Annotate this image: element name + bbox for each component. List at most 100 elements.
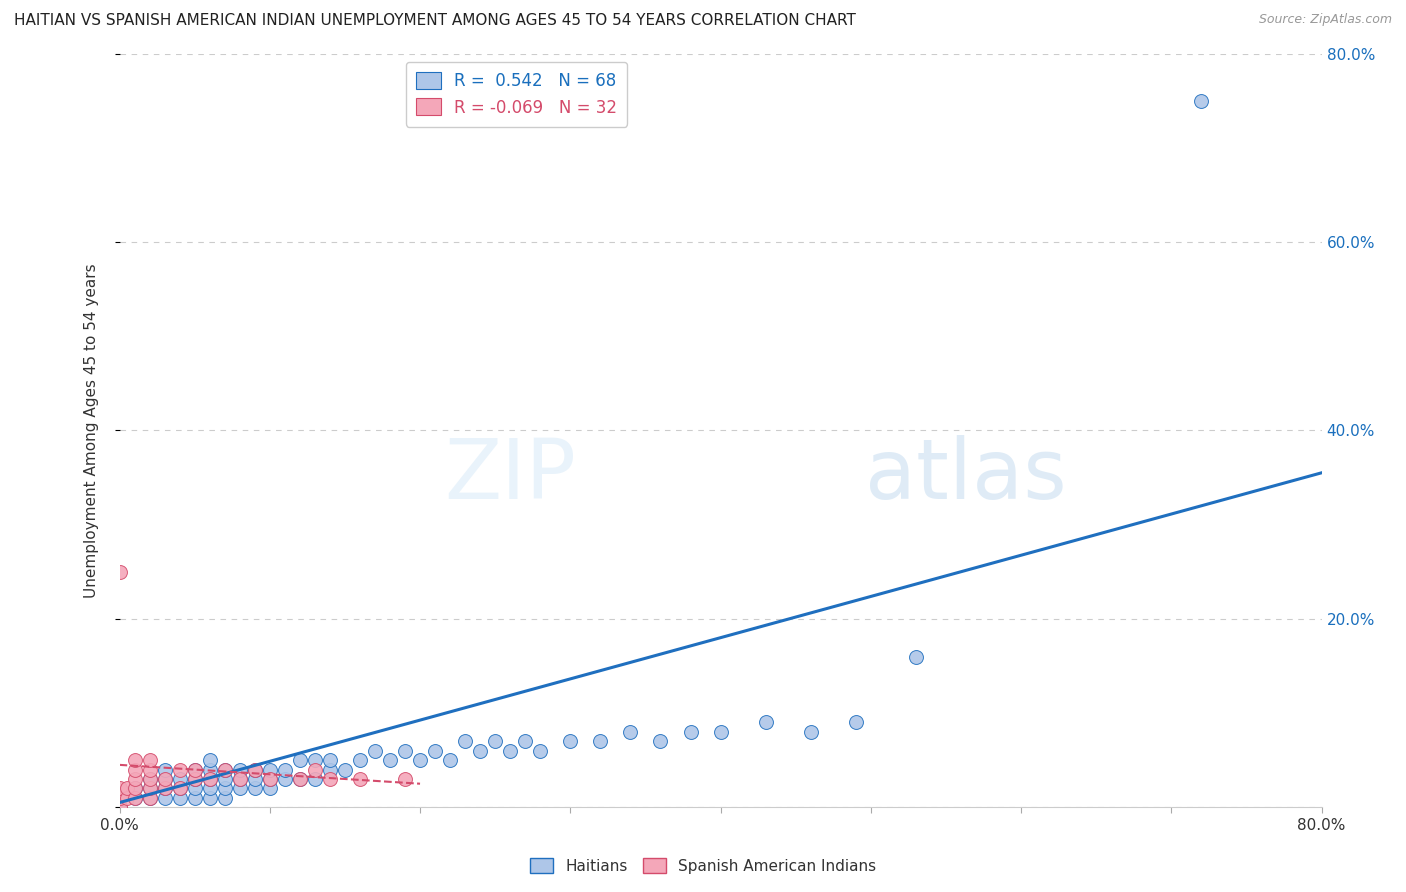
Point <box>259 772 281 786</box>
Point <box>259 781 281 796</box>
Point <box>650 734 672 748</box>
Point <box>183 781 205 796</box>
Point <box>124 772 146 786</box>
Point <box>169 781 191 796</box>
Point <box>108 781 131 796</box>
Y-axis label: Unemployment Among Ages 45 to 54 years: Unemployment Among Ages 45 to 54 years <box>84 263 98 598</box>
Point <box>124 753 146 767</box>
Point <box>499 744 522 758</box>
Point <box>243 763 266 777</box>
Point <box>288 772 311 786</box>
Point <box>214 763 236 777</box>
Point <box>183 763 205 777</box>
Point <box>138 781 160 796</box>
Point <box>228 772 252 786</box>
Point <box>259 772 281 786</box>
Point <box>214 763 236 777</box>
Point <box>288 772 311 786</box>
Point <box>515 734 537 748</box>
Text: HAITIAN VS SPANISH AMERICAN INDIAN UNEMPLOYMENT AMONG AGES 45 TO 54 YEARS CORREL: HAITIAN VS SPANISH AMERICAN INDIAN UNEMP… <box>14 13 856 29</box>
Point <box>124 763 146 777</box>
Legend: Haitians, Spanish American Indians: Haitians, Spanish American Indians <box>524 852 882 880</box>
Point <box>214 772 236 786</box>
Point <box>529 744 551 758</box>
Point <box>1189 94 1212 108</box>
Point <box>319 753 342 767</box>
Point <box>214 790 236 805</box>
Point <box>214 781 236 796</box>
Point <box>153 790 176 805</box>
Point <box>274 772 297 786</box>
Point <box>454 734 477 748</box>
Point <box>845 715 868 730</box>
Point <box>115 790 138 805</box>
Point <box>108 800 131 814</box>
Point <box>319 772 342 786</box>
Point <box>560 734 582 748</box>
Point <box>394 772 416 786</box>
Point <box>394 744 416 758</box>
Point <box>169 781 191 796</box>
Point <box>755 715 778 730</box>
Point <box>108 800 131 814</box>
Point <box>228 772 252 786</box>
Point <box>198 772 221 786</box>
Point <box>274 763 297 777</box>
Point <box>169 763 191 777</box>
Point <box>679 724 702 739</box>
Point <box>198 753 221 767</box>
Point <box>153 781 176 796</box>
Point <box>124 781 146 796</box>
Point <box>198 781 221 796</box>
Point <box>124 790 146 805</box>
Point <box>304 753 326 767</box>
Text: ZIP: ZIP <box>444 435 576 516</box>
Point <box>288 753 311 767</box>
Point <box>138 790 160 805</box>
Point <box>484 734 506 748</box>
Point <box>319 763 342 777</box>
Point <box>349 772 371 786</box>
Point <box>228 763 252 777</box>
Point <box>304 772 326 786</box>
Point <box>138 772 160 786</box>
Point <box>138 753 160 767</box>
Point <box>183 790 205 805</box>
Point <box>153 763 176 777</box>
Point <box>183 763 205 777</box>
Point <box>904 649 927 664</box>
Point <box>124 781 146 796</box>
Point <box>169 790 191 805</box>
Point <box>183 772 205 786</box>
Point <box>124 790 146 805</box>
Point <box>108 565 131 579</box>
Point <box>138 781 160 796</box>
Text: Source: ZipAtlas.com: Source: ZipAtlas.com <box>1258 13 1392 27</box>
Point <box>198 790 221 805</box>
Point <box>304 763 326 777</box>
Point <box>243 763 266 777</box>
Point <box>378 753 401 767</box>
Point <box>709 724 731 739</box>
Point <box>439 753 461 767</box>
Point <box>228 781 252 796</box>
Point <box>364 744 387 758</box>
Point <box>243 772 266 786</box>
Point <box>153 772 176 786</box>
Point <box>183 772 205 786</box>
Point <box>409 753 432 767</box>
Point <box>259 763 281 777</box>
Point <box>108 790 131 805</box>
Point <box>169 772 191 786</box>
Point <box>423 744 446 758</box>
Point <box>589 734 612 748</box>
Point <box>115 781 138 796</box>
Point <box>153 781 176 796</box>
Point <box>333 763 356 777</box>
Point <box>619 724 641 739</box>
Point <box>138 790 160 805</box>
Point <box>800 724 823 739</box>
Point <box>243 781 266 796</box>
Point <box>138 763 160 777</box>
Point <box>153 772 176 786</box>
